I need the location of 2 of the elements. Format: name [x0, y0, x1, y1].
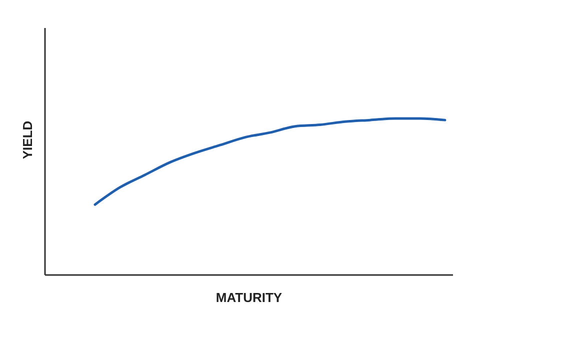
x-axis-title: MATURITY	[216, 290, 282, 305]
y-axis-title: YIELD	[20, 120, 35, 160]
